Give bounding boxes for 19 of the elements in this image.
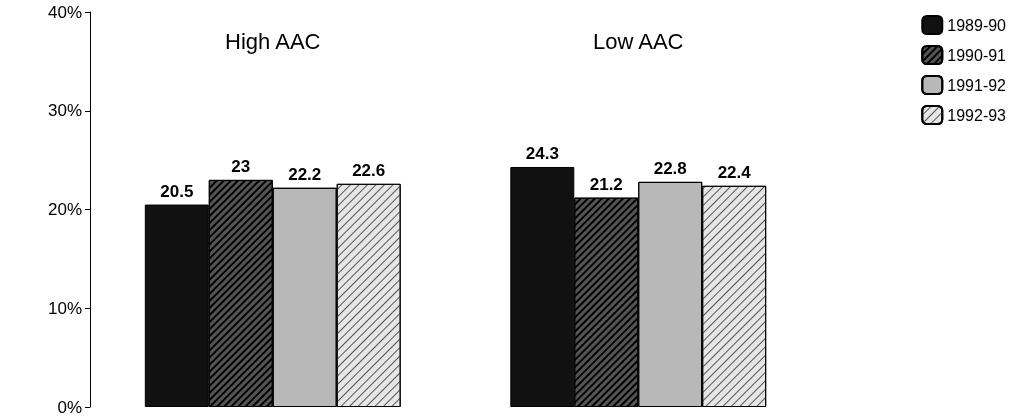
y-tick-label: 30% (47, 101, 82, 121)
y-tick-label: 0% (57, 397, 82, 417)
data-label: 22.4 (717, 162, 752, 182)
data-label: 21.2 (589, 174, 623, 194)
y-tick-label: 40% (47, 2, 82, 22)
data-label: 20.5 (160, 181, 194, 201)
data-label: 24.3 (525, 144, 559, 164)
legend-label: 1992-93 (947, 106, 1007, 124)
legend-label: 1990-91 (947, 46, 1007, 64)
legend-label: 1991-92 (947, 76, 1007, 94)
data-label: 22.6 (352, 160, 386, 180)
legend-label: 1989-90 (947, 16, 1007, 34)
x-tick-label: High AAC (225, 28, 321, 54)
x-tick-label: Low AAC (593, 28, 684, 54)
y-tick-label: 10% (47, 298, 82, 318)
y-tick-label: 20% (47, 200, 82, 219)
data-label: 22.2 (288, 164, 322, 184)
data-label: 23 (231, 156, 251, 176)
data-label: 22.8 (653, 158, 687, 178)
